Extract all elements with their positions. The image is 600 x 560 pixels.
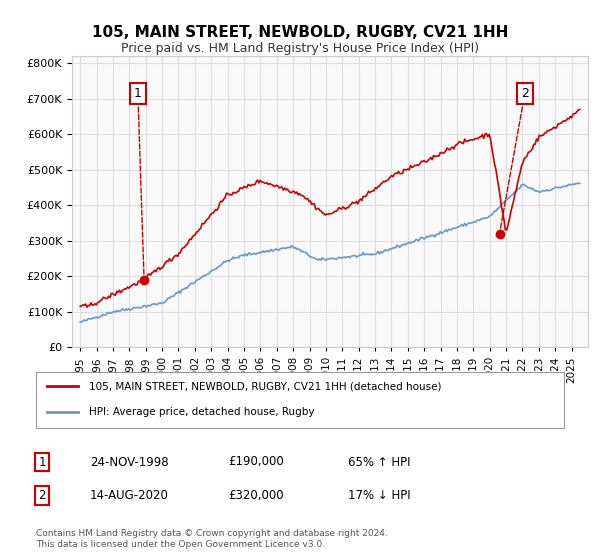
Text: Contains HM Land Registry data © Crown copyright and database right 2024.
This d: Contains HM Land Registry data © Crown c… [36, 529, 388, 549]
Text: £320,000: £320,000 [228, 489, 284, 502]
Text: 14-AUG-2020: 14-AUG-2020 [90, 489, 169, 502]
Text: 105, MAIN STREET, NEWBOLD, RUGBY, CV21 1HH: 105, MAIN STREET, NEWBOLD, RUGBY, CV21 1… [92, 25, 508, 40]
Text: 2: 2 [38, 489, 46, 502]
Text: 2: 2 [500, 87, 529, 231]
Text: £190,000: £190,000 [228, 455, 284, 469]
Text: Price paid vs. HM Land Registry's House Price Index (HPI): Price paid vs. HM Land Registry's House … [121, 42, 479, 55]
Text: 65% ↑ HPI: 65% ↑ HPI [348, 455, 410, 469]
Text: 1: 1 [38, 455, 46, 469]
Text: 24-NOV-1998: 24-NOV-1998 [90, 455, 169, 469]
Text: 1: 1 [134, 87, 144, 277]
Text: HPI: Average price, detached house, Rugby: HPI: Average price, detached house, Rugb… [89, 407, 314, 417]
Text: 17% ↓ HPI: 17% ↓ HPI [348, 489, 410, 502]
Text: 105, MAIN STREET, NEWBOLD, RUGBY, CV21 1HH (detached house): 105, MAIN STREET, NEWBOLD, RUGBY, CV21 1… [89, 381, 442, 391]
